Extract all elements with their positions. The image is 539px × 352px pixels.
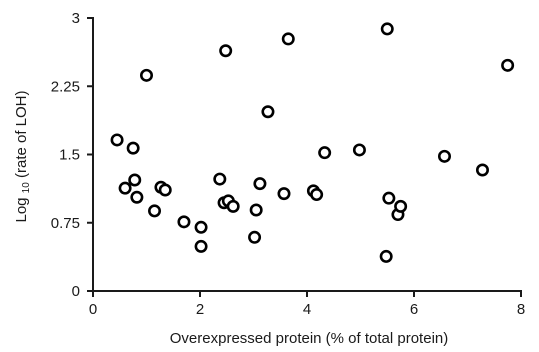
data-point [130,190,144,204]
data-point [194,239,208,253]
data-point [140,68,154,82]
data-point [148,204,162,218]
y-tick-label: 3 [72,10,80,27]
x-tick-label: 2 [196,301,204,318]
data-point [261,105,275,119]
y-axis-title: Log 10 (rate of LOH) [13,90,33,222]
x-tick-label: 4 [303,301,311,318]
data-point [213,172,227,186]
y-axis-title-prefix: Log [13,197,30,222]
data-point [318,146,332,160]
data-point [226,199,240,213]
y-axis-title-subscript: 10 [21,182,32,194]
data-point [382,191,396,205]
x-axis-title: Overexpressed protein (% of total protei… [170,330,448,347]
data-point [248,230,262,244]
axes [92,17,522,292]
y-axis-title-suffix: (rate of LOH) [13,90,30,178]
data-point [118,181,132,195]
data-point [475,163,489,177]
data-point [281,32,295,46]
data-point [394,199,408,213]
data-point [352,143,366,157]
data-point [110,133,124,147]
plot-area [110,22,515,263]
data-point [158,183,172,197]
data-point [379,249,393,263]
data-point [310,188,324,202]
data-point [277,187,291,201]
data-point [253,177,267,191]
y-tick-label: 0 [72,283,80,300]
data-point [501,58,515,72]
y-tick-label: 2.25 [51,78,80,95]
x-tick-label: 0 [89,301,97,318]
y-axis-ticks: 0 0.75 1.5 2.25 3 [51,10,93,300]
data-point [126,141,140,155]
x-tick-label: 6 [410,301,418,318]
data-point [194,220,208,234]
x-axis-ticks: 0 2 4 6 8 [89,291,525,318]
y-tick-label: 1.5 [59,147,80,164]
y-tick-label: 0.75 [51,215,80,232]
data-point [128,173,142,187]
x-tick-label: 8 [517,301,525,318]
data-point [437,149,451,163]
data-point [219,44,233,58]
data-point [380,22,394,36]
data-point [177,215,191,229]
data-point [249,203,263,217]
